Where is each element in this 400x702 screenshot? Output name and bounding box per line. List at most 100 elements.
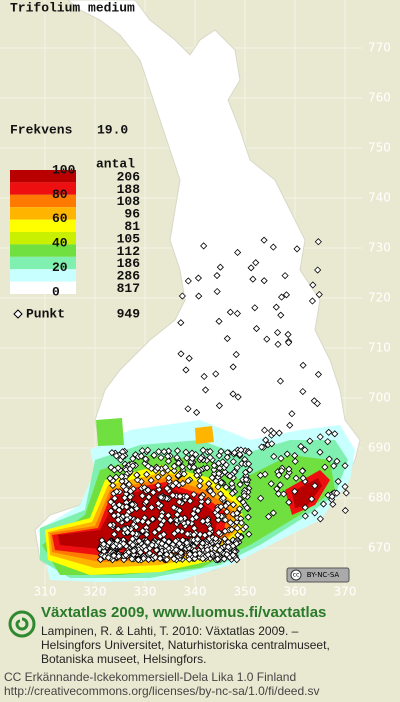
point xyxy=(176,492,184,500)
point xyxy=(220,555,228,563)
point xyxy=(197,493,205,502)
point xyxy=(211,544,219,553)
license-badge: cc BY-NC-SA xyxy=(286,567,350,583)
point xyxy=(146,544,154,552)
point xyxy=(244,513,252,521)
point xyxy=(159,469,167,477)
point xyxy=(269,509,277,517)
citation-line: Helsingfors Universitet, Naturhistoriska… xyxy=(41,638,330,652)
point xyxy=(206,447,214,456)
point xyxy=(268,440,276,448)
point xyxy=(100,540,108,548)
point xyxy=(158,512,166,520)
point xyxy=(223,550,231,558)
point xyxy=(215,402,223,410)
point xyxy=(217,503,225,511)
count-value: 186 xyxy=(117,256,141,271)
point xyxy=(161,463,170,471)
point xyxy=(177,515,185,523)
point xyxy=(314,370,323,378)
point xyxy=(135,537,143,545)
point xyxy=(240,492,248,500)
point xyxy=(252,325,261,333)
point xyxy=(276,377,285,385)
point xyxy=(301,504,309,512)
point xyxy=(276,481,284,489)
point xyxy=(233,509,241,517)
scale-label: 0 xyxy=(52,284,60,299)
point xyxy=(314,266,322,274)
point xyxy=(272,303,280,311)
point xyxy=(179,536,187,544)
point xyxy=(234,531,242,539)
point xyxy=(206,487,214,495)
point xyxy=(292,474,300,482)
point xyxy=(222,461,230,469)
point xyxy=(212,370,220,378)
point xyxy=(106,474,114,482)
point xyxy=(188,454,196,463)
point xyxy=(163,550,171,559)
point xyxy=(315,290,323,299)
point xyxy=(200,372,208,381)
point xyxy=(217,479,225,487)
point xyxy=(223,453,231,461)
point xyxy=(245,530,253,538)
point xyxy=(160,530,168,538)
point xyxy=(273,485,281,493)
point-markers xyxy=(96,236,350,564)
point xyxy=(135,546,143,554)
point xyxy=(107,507,115,515)
point xyxy=(308,495,316,503)
north-label: 770 xyxy=(368,41,391,55)
point xyxy=(154,499,162,508)
point xyxy=(213,271,221,280)
point xyxy=(183,539,191,547)
point xyxy=(174,459,183,467)
point xyxy=(214,511,222,520)
point xyxy=(234,248,242,257)
point xyxy=(154,464,162,472)
point xyxy=(214,555,222,563)
scale-label: 80 xyxy=(52,187,68,202)
point xyxy=(228,480,236,488)
point xyxy=(167,516,175,524)
count-value: 105 xyxy=(117,231,141,246)
point xyxy=(236,480,244,489)
point xyxy=(199,555,207,563)
point xyxy=(197,454,205,462)
legend-band xyxy=(10,170,76,183)
point xyxy=(321,463,329,471)
point xyxy=(182,448,190,456)
count-value: 112 xyxy=(117,244,141,259)
point xyxy=(175,498,183,506)
point xyxy=(229,551,237,559)
point xyxy=(316,433,324,441)
point xyxy=(330,462,338,470)
point xyxy=(285,498,293,506)
point xyxy=(165,474,173,482)
point xyxy=(183,493,191,501)
point xyxy=(178,527,186,535)
point xyxy=(257,494,265,502)
point xyxy=(293,245,301,253)
point xyxy=(275,471,283,479)
point xyxy=(163,484,171,493)
legend-band xyxy=(10,256,76,270)
point xyxy=(210,461,218,470)
point-symbol xyxy=(13,309,23,319)
point xyxy=(286,421,294,429)
north-label: 740 xyxy=(368,191,391,205)
count-header: antal xyxy=(96,156,135,171)
point xyxy=(213,287,221,296)
point xyxy=(203,516,212,524)
point xyxy=(284,330,292,339)
point xyxy=(297,442,305,451)
east-label: 350 xyxy=(234,585,257,599)
point xyxy=(221,516,229,524)
count-value: 81 xyxy=(124,219,140,234)
point xyxy=(221,527,229,535)
point xyxy=(170,462,178,470)
